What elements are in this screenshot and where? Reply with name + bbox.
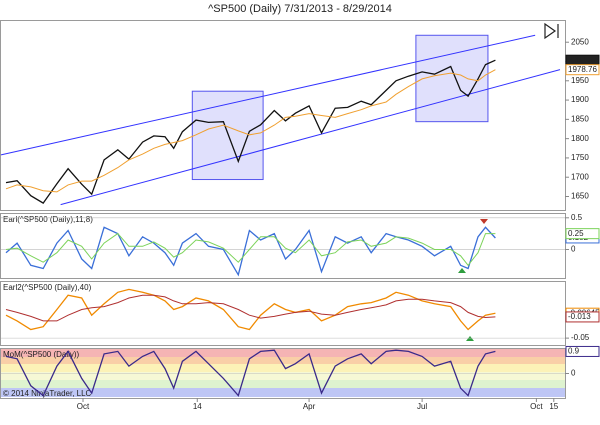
y-tick-label: 1700: [571, 172, 589, 181]
y-tick-label: 1750: [571, 153, 589, 162]
x-tick-label: Jul: [417, 402, 427, 411]
last-value-box: [565, 345, 600, 357]
y-tick-label: 1650: [571, 192, 589, 201]
y-tick-label: 1950: [571, 76, 589, 85]
last-value-label: 2003.37: [568, 55, 597, 64]
highlight-box: [191, 90, 264, 181]
y-tick-label: 0: [571, 369, 576, 378]
y-tick-label: 1850: [571, 114, 589, 123]
panel-frame: [0, 213, 566, 279]
signal-marker-down: [480, 219, 488, 224]
series-line: [5, 294, 496, 322]
signal-marker-up: [458, 268, 466, 273]
y-tick-label: 1800: [571, 134, 589, 143]
trend-line: [0, 34, 536, 156]
last-value-label: 0.9: [568, 347, 580, 356]
y-tick-label: 1900: [571, 95, 589, 104]
copyright: © 2014 NinjaTrader, LLC: [3, 389, 92, 398]
chart-title: ^SP500 (Daily) 7/31/2013 - 8/29/2014: [208, 3, 392, 15]
x-tick-label: Oct: [77, 402, 90, 411]
series-line: [5, 349, 496, 397]
series-line: [5, 226, 496, 277]
x-tick-label: Apr: [303, 402, 316, 411]
scroll-end-icon[interactable]: [544, 22, 559, 40]
y-tick-label: 0: [571, 245, 576, 254]
panel-title: MoM(^SP500 (Daily)): [3, 350, 80, 359]
panel-frame: [0, 20, 566, 211]
panel-title: Earl(^SP500 (Daily),11,8): [3, 215, 93, 224]
last-value-label: 1978.76: [568, 65, 597, 74]
last-value-box: [565, 64, 600, 76]
y-tick-label: 2050: [571, 37, 589, 46]
y-tick-label: -0.05: [571, 333, 590, 342]
series-line: [5, 69, 496, 193]
last-value-label: -0.013: [568, 312, 591, 321]
series-line: [5, 232, 496, 267]
highlight-box: [415, 34, 489, 123]
x-tick-label: Oct: [530, 402, 543, 411]
y-tick-label: 0.5: [571, 213, 583, 222]
signal-marker-up: [466, 336, 474, 341]
last-value-label: 0.25: [568, 229, 584, 238]
mom-bands: [1, 349, 565, 397]
series-line: [5, 288, 496, 331]
trend-line: [60, 69, 561, 206]
x-tick-label: 14: [193, 402, 202, 411]
last-value-box: [565, 311, 600, 323]
x-tick-label: 15: [549, 402, 558, 411]
last-value-box: [565, 228, 600, 240]
series-line: [5, 59, 496, 204]
panel-title: Earl2(^SP500 (Daily),40): [3, 283, 92, 292]
